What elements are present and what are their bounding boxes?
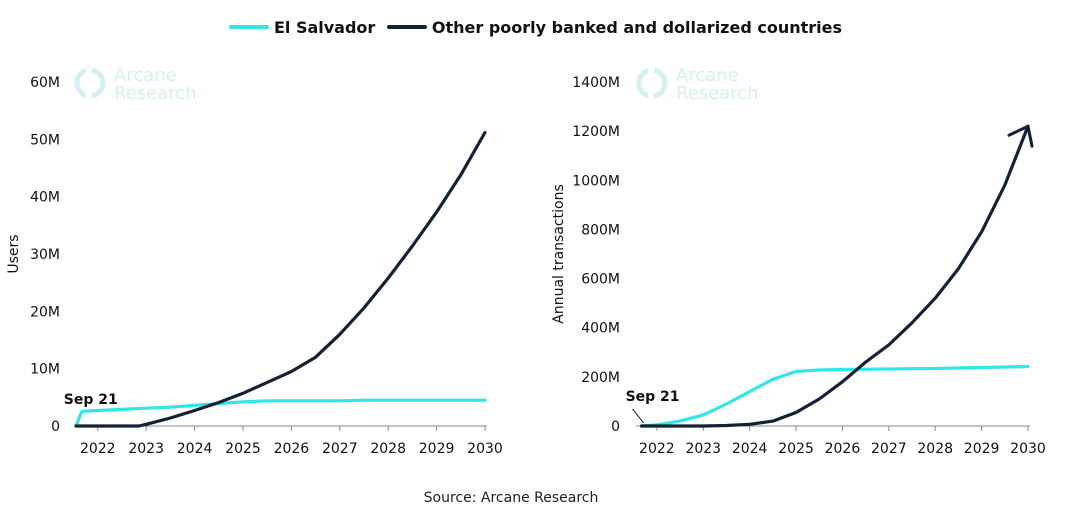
y-tick-label: 50M	[30, 132, 60, 148]
y-tick-label: 600M	[581, 272, 620, 288]
x-tick-label: 2026	[825, 441, 861, 457]
watermark-gap	[648, 68, 654, 98]
y-tick-label: 10M	[30, 362, 60, 378]
watermark-text-2: Research	[114, 83, 197, 104]
watermark-text-1: Arcane	[114, 65, 177, 86]
series-line-el-salvador	[639, 364, 1030, 428]
y-tick-label: 200M	[581, 370, 620, 386]
x-tick-label: 2025	[225, 441, 261, 457]
x-tick-label: 2023	[685, 441, 721, 457]
annotation-label: Sep 21	[626, 389, 680, 405]
legend-swatch-other	[386, 25, 427, 29]
x-tick-label: 2022	[639, 441, 675, 457]
x-tick-label: 2025	[778, 441, 814, 457]
x-tick-label: 2030	[467, 441, 503, 457]
legend-label-other: Other poorly banked and dollarized count…	[431, 17, 843, 37]
x-tick-label: 2027	[322, 441, 358, 457]
y-tick-label: 20M	[30, 304, 60, 320]
legend-swatch-el-salvador	[228, 25, 269, 29]
legend-item-el-salvador: El Salvador	[228, 17, 376, 37]
y-tick-label: 0	[611, 419, 620, 435]
x-tick-label: 2029	[964, 441, 1000, 457]
chart-legend: El Salvador Other poorly banked and doll…	[0, 14, 1071, 37]
x-tick-label: 2024	[732, 441, 768, 457]
x-tick-label: 2026	[274, 441, 310, 457]
y-tick-label: 1200M	[572, 124, 620, 140]
y-axis-label: Users	[6, 234, 22, 273]
x-tick-label: 2028	[917, 441, 953, 457]
x-tick-label: 2027	[871, 441, 907, 457]
y-tick-label: 60M	[30, 75, 60, 91]
series-line-other	[639, 124, 1030, 428]
y-axis-label: Annual transactions	[551, 184, 567, 324]
y-tick-label: 800M	[581, 222, 620, 238]
series-line-other	[74, 130, 487, 428]
watermark-gap	[86, 68, 92, 98]
series-end-arrow	[1007, 124, 1034, 148]
watermark-text-2: Research	[676, 83, 759, 104]
y-tick-label: 0	[51, 419, 60, 435]
y-tick-label: 400M	[581, 321, 620, 337]
x-tick-label: 2030	[1010, 441, 1046, 457]
x-tick-label: 2024	[177, 441, 213, 457]
y-tick-label: 1400M	[572, 75, 620, 91]
y-tick-label: 1000M	[572, 173, 620, 189]
annotation-pointer	[632, 408, 644, 424]
x-tick-label: 2023	[128, 441, 164, 457]
y-tick-label: 30M	[30, 247, 60, 263]
x-tick-label: 2028	[370, 441, 406, 457]
source-note: Source: Arcane Research	[423, 490, 599, 506]
watermark-text-1: Arcane	[676, 65, 739, 86]
y-tick-label: 40M	[30, 190, 60, 206]
legend-label-el-salvador: El Salvador	[273, 17, 376, 37]
annotation-label: Sep 21	[64, 392, 118, 408]
x-tick-label: 2022	[80, 441, 116, 457]
x-tick-label: 2029	[419, 441, 455, 457]
series-line-el-salvador	[74, 398, 487, 428]
legend-item-other: Other poorly banked and dollarized count…	[386, 17, 843, 37]
